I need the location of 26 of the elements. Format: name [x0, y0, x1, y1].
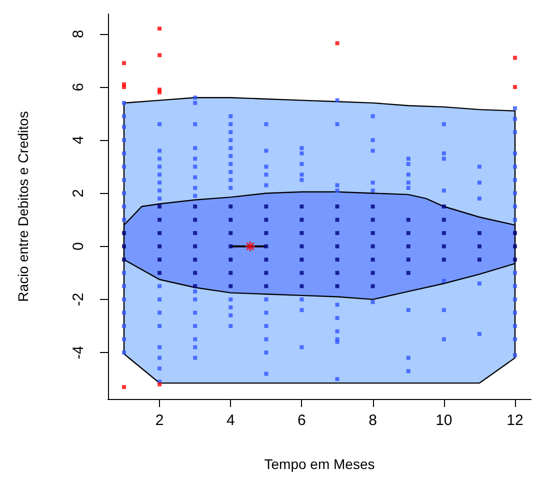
y-tick-label: -4 [70, 346, 87, 360]
point [158, 26, 162, 31]
y-tick-label: 0 [70, 242, 87, 250]
point [122, 385, 126, 390]
x-tick-label: 10 [436, 412, 452, 429]
x-tick-label: 12 [506, 412, 524, 429]
y-tick-label: -2 [70, 292, 87, 306]
point [122, 61, 126, 66]
y-tick-label: 4 [70, 136, 87, 144]
x-tick-label: 8 [368, 412, 377, 429]
point [122, 85, 126, 90]
x-tick-label: 6 [298, 412, 306, 429]
y-tick-label: 2 [70, 189, 87, 198]
point [158, 90, 162, 94]
point [158, 53, 162, 58]
y-tick-label: 6 [70, 82, 87, 92]
x-tick-label: 4 [226, 412, 235, 429]
y-axis-title: Racio entre Debitos e Creditos [15, 111, 31, 302]
point [513, 56, 518, 60]
point [335, 41, 340, 46]
y-tick-label: 8 [70, 30, 87, 38]
x-axis-title: Tempo em Meses [264, 456, 375, 472]
x-tick-label: 2 [155, 412, 164, 429]
point [513, 85, 518, 90]
point [158, 382, 162, 386]
point [244, 240, 256, 252]
